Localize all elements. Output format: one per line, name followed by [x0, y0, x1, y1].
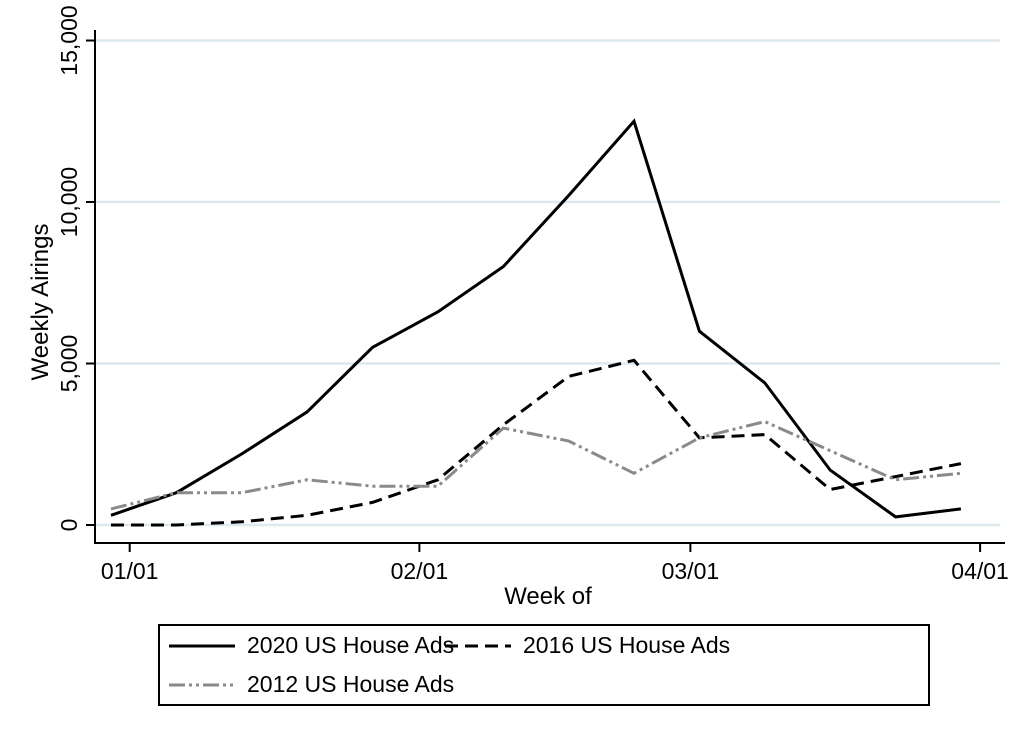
y-tick-label: 10,000 [56, 167, 82, 237]
series-line-2016-us-house-ads [111, 358, 962, 527]
legend-label-2012: 2012 US House Ads [247, 671, 455, 697]
legend-item-2012: 2012 US House Ads [169, 671, 454, 698]
y-tick-label: 15,000 [56, 5, 82, 75]
legend-item-2020: 2020 US House Ads [169, 632, 454, 659]
x-tick-label: 03/01 [662, 558, 720, 584]
legend-item-2016: 2016 US House Ads [445, 632, 730, 659]
series-line-2012-us-house-ads [110, 420, 962, 511]
legend: 2020 US House Ads 2016 US House Ads 2012… [158, 624, 930, 706]
plot-area: 0 5,000 10,000 15,000 01/01 02/01 03/01 04/01 W… [27, 5, 1009, 610]
x-tick-label: 04/01 [951, 558, 1009, 584]
x-tick-label: 02/01 [391, 558, 449, 584]
dash-dot-line-icon [169, 683, 235, 686]
solid-line-icon [169, 644, 235, 647]
x-tick-label: 01/01 [101, 558, 159, 584]
y-axis-title: Weekly Airings [27, 224, 54, 381]
legend-label-2020: 2020 US House Ads [247, 632, 455, 658]
legend-row: 2012 US House Ads [169, 665, 928, 704]
series-line-2020-us-house-ads [110, 118, 962, 519]
x-axis-title: Week of [504, 583, 592, 610]
y-tick-label: 5,000 [56, 335, 82, 393]
legend-row: 2020 US House Ads 2016 US House Ads [169, 626, 928, 665]
dashed-line-icon [445, 644, 511, 647]
legend-label-2016: 2016 US House Ads [523, 632, 731, 658]
y-tick-label: 0 [56, 519, 82, 532]
